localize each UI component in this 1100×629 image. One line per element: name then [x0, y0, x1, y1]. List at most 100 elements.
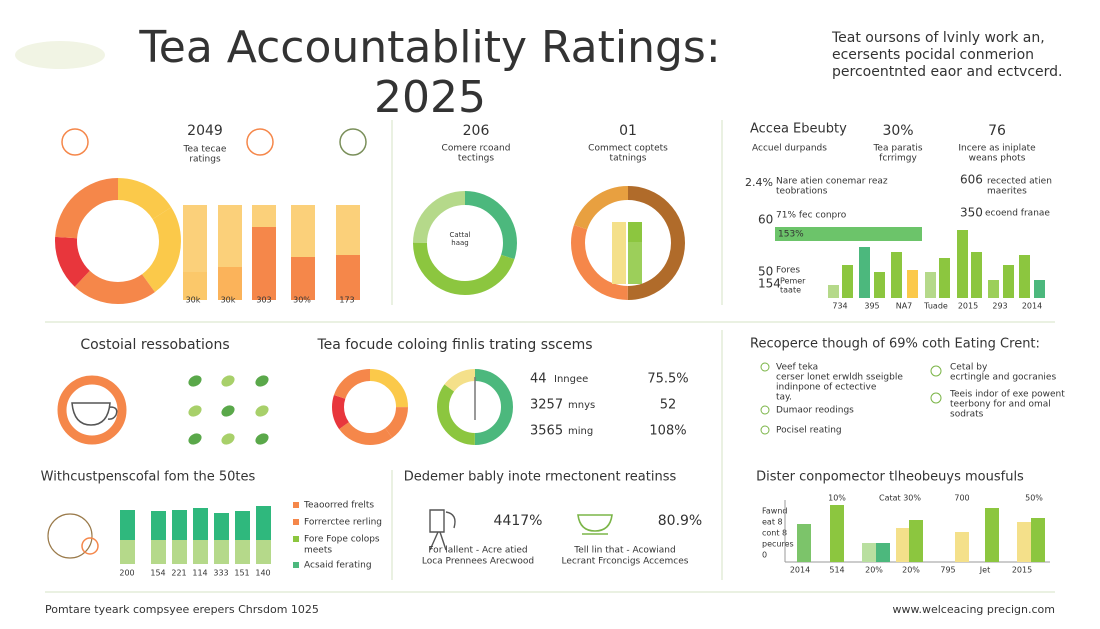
- list-item: Teeis indor of exe powent: [949, 390, 1065, 400]
- caption: Tea paratis: [872, 144, 922, 154]
- caption: ratings: [189, 155, 221, 165]
- panel-title: Accea Ebeubty: [750, 122, 847, 137]
- icon: [339, 128, 367, 156]
- bar: [293, 519, 299, 525]
- bar: [256, 540, 271, 564]
- x-label: 395: [864, 302, 879, 311]
- bar: [214, 540, 229, 564]
- leaf-icon: [255, 375, 269, 387]
- caption: ming: [568, 426, 593, 437]
- donut-segment: [55, 178, 181, 304]
- stat-value: 01: [619, 123, 637, 139]
- bar: [235, 540, 250, 564]
- stat-value: 4417%: [494, 513, 543, 529]
- list-item: teerbony for and omal: [950, 400, 1051, 410]
- icon: [429, 509, 456, 551]
- caption: Comere rcoand: [442, 144, 511, 154]
- stat-value: 3257: [530, 398, 563, 413]
- x-label: 2015: [958, 302, 978, 311]
- x-label: 154: [150, 569, 165, 578]
- axis-text: 0: [762, 551, 767, 560]
- bar-label: Catat 30%: [879, 494, 921, 503]
- bar: [193, 508, 208, 540]
- x-label: 293: [992, 302, 1007, 311]
- x-label: 795: [940, 566, 955, 575]
- bar-label: 30k: [186, 296, 201, 305]
- leaf-icon: [221, 433, 235, 445]
- list-item: Veef teka: [776, 363, 818, 373]
- panel-title: Dister conpomector tlheobeuys mousfuls: [756, 470, 1024, 485]
- stat-value: 350: [960, 206, 983, 220]
- caption: Tell lin that - Acowiand: [573, 546, 675, 556]
- stat-value: 60: [758, 213, 773, 227]
- list-item: ecrtingle and gocranies: [950, 373, 1056, 383]
- caption: For lallent - Acre atied: [428, 546, 527, 556]
- donut-segment: [571, 186, 685, 300]
- bar-label: 10%: [828, 494, 846, 503]
- icon: [930, 392, 942, 404]
- donut-segment: [437, 369, 513, 445]
- caption: fcrrimgy: [879, 154, 917, 164]
- bar: [172, 540, 187, 564]
- footer-text: Pomtare tyeark compsyee erepers Chrsdom …: [45, 603, 319, 616]
- legend-item: Fore Fope colops: [304, 535, 380, 545]
- donut-segment: [571, 186, 685, 300]
- caption: Inngee: [554, 374, 588, 385]
- x-label: 20%: [865, 566, 883, 575]
- x-label: 200: [119, 569, 134, 578]
- x-label: 2014: [1022, 302, 1042, 311]
- bar: [172, 510, 187, 540]
- caption: Loca Prennees Arecwood: [422, 557, 534, 567]
- bar: [909, 520, 923, 562]
- caption: Pemer: [780, 277, 806, 286]
- x-label: 333: [213, 569, 228, 578]
- bar: [830, 505, 844, 562]
- bar: [955, 532, 969, 562]
- bar: [985, 508, 999, 562]
- caption: 71% fec conpro: [776, 211, 847, 221]
- bar: [612, 222, 626, 284]
- caption: Fores: [776, 266, 800, 276]
- donut-segment: [332, 369, 408, 445]
- leaf-icon: [221, 405, 235, 417]
- icon: [760, 405, 770, 415]
- bar: [235, 511, 250, 540]
- intro: ecersents pocidal conmerion: [832, 47, 1034, 63]
- icon: [47, 513, 93, 559]
- bar-label: 700: [954, 494, 969, 503]
- bar: [120, 510, 135, 540]
- intro: Teat oursons of lvinly work an,: [831, 30, 1045, 46]
- stat-value: 30%: [882, 123, 913, 139]
- legend-item: Forrerctee rerling: [304, 518, 382, 528]
- bar-label: 303: [256, 296, 271, 305]
- bar: [151, 540, 166, 564]
- bar: [1017, 522, 1031, 562]
- donut-segment: [332, 369, 408, 445]
- stat-value: 606: [960, 173, 983, 187]
- axis-text: Fawnd: [762, 507, 787, 516]
- donut-label: haag: [451, 239, 468, 247]
- x-label: 114: [192, 569, 207, 578]
- caption: weans phots: [969, 154, 1026, 164]
- bar: [293, 536, 299, 542]
- caption: mnys: [568, 400, 595, 411]
- bar: [876, 543, 890, 562]
- panel-title: Dedemer bably inote rmectonent reatinss: [404, 470, 677, 485]
- bar: [291, 257, 315, 300]
- list-item: Dumaor reodings: [776, 406, 854, 416]
- x-label: Tuade: [923, 302, 948, 311]
- axis-text: pecures: [762, 540, 794, 549]
- icon: [81, 537, 99, 555]
- donut-segment: [413, 191, 517, 295]
- bar-label: 50%: [1025, 494, 1043, 503]
- x-label: 20%: [902, 566, 920, 575]
- caption: Incere as iniplate: [958, 144, 1036, 154]
- bar: [828, 285, 839, 298]
- leaf-icon: [221, 375, 235, 387]
- list-item: cerser lonet erwldh sseigble: [776, 373, 903, 383]
- bar: [293, 562, 299, 568]
- stat-value: 108%: [649, 424, 686, 439]
- intro: percoentnted eaor and ectvcerd.: [832, 64, 1063, 80]
- x-label: Jet: [979, 566, 990, 575]
- bar: [907, 270, 918, 298]
